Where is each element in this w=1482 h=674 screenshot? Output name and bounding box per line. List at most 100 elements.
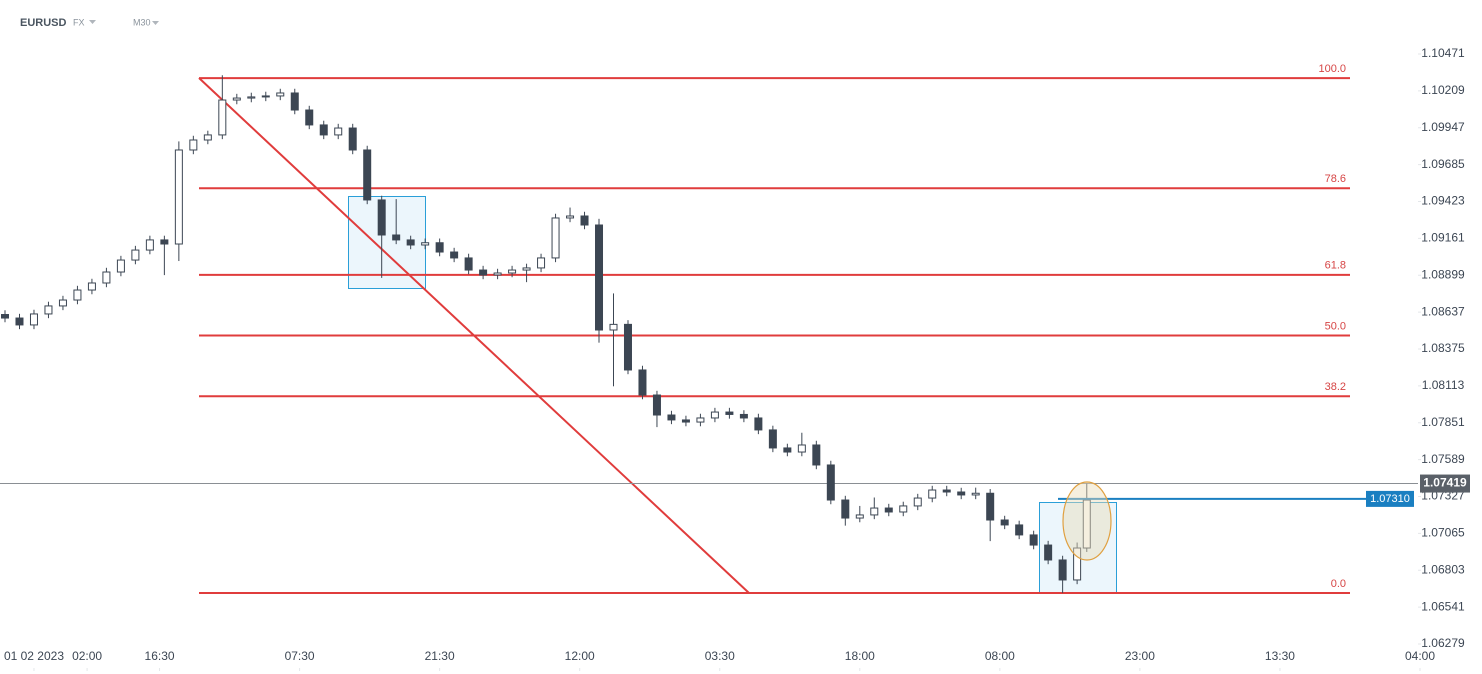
candle-body xyxy=(537,257,546,269)
candle-body xyxy=(667,414,676,421)
highlight-ellipse xyxy=(1062,481,1112,561)
y-tick-label: 1.09947 xyxy=(1421,120,1465,134)
candle-body xyxy=(696,417,705,423)
last-price-box xyxy=(1420,474,1470,493)
y-tick-label: 1.07589 xyxy=(1421,452,1465,466)
fib-label: 38.2 xyxy=(1325,381,1346,393)
candle-body xyxy=(986,492,995,521)
candle-body xyxy=(406,239,415,246)
candle-body xyxy=(1058,559,1067,581)
candle-body xyxy=(29,313,38,326)
candle-body xyxy=(203,134,212,141)
candle-body xyxy=(928,489,937,499)
candle-body xyxy=(783,447,792,453)
x-tick-label: 23:00 xyxy=(1125,649,1155,663)
candle-body xyxy=(363,149,372,201)
candle-body xyxy=(957,491,966,496)
y-tick-label: 1.09161 xyxy=(1421,231,1465,245)
candle-body xyxy=(1082,499,1091,549)
candle-body xyxy=(855,514,864,519)
y-tick-label: 1.08637 xyxy=(1421,304,1465,318)
candle-body xyxy=(754,417,763,431)
candle-body xyxy=(971,492,980,496)
x-tick-label: 16:30 xyxy=(145,649,175,663)
y-tick-label: 1.08375 xyxy=(1421,341,1465,355)
candle-body xyxy=(580,215,589,226)
candle-body xyxy=(899,505,908,513)
candle-body xyxy=(58,299,67,307)
candle-body xyxy=(623,323,632,371)
y-tick-label: 1.10471 xyxy=(1421,46,1465,60)
candle-body xyxy=(435,242,444,253)
candle-body xyxy=(638,369,647,396)
y-tick-label: 1.06279 xyxy=(1421,636,1465,650)
x-tick-label: 18:00 xyxy=(845,649,875,663)
candle-body xyxy=(870,507,879,516)
candle-body xyxy=(174,149,183,245)
x-tick-label: 02:00 xyxy=(72,649,102,663)
x-tick-label: 13:30 xyxy=(1265,649,1295,663)
y-tick-label: 1.07065 xyxy=(1421,526,1465,540)
x-tick-label: 07:30 xyxy=(285,649,315,663)
market: FX xyxy=(73,17,85,27)
candle-body xyxy=(508,269,517,274)
candle-body xyxy=(261,95,270,98)
y-tick-label: 1.08113 xyxy=(1422,378,1465,392)
y-tick-label: 1.07851 xyxy=(1421,415,1465,429)
dropdown-icon[interactable] xyxy=(89,20,96,24)
candle-body xyxy=(15,317,24,326)
candle-body xyxy=(884,507,893,513)
candle-body xyxy=(421,242,430,246)
candle-body xyxy=(160,239,169,245)
candle-body xyxy=(812,444,821,466)
candle-body xyxy=(290,92,299,111)
candle-body xyxy=(1015,524,1024,536)
candle-body xyxy=(73,289,82,301)
candle-body xyxy=(725,411,734,415)
candle-body xyxy=(566,215,575,219)
y-tick-label: 1.06803 xyxy=(1421,562,1465,576)
candle-body xyxy=(595,224,604,331)
candle-body xyxy=(44,305,53,315)
fib-label: 78.6 xyxy=(1325,173,1346,185)
candle-body xyxy=(479,269,488,276)
candle-body xyxy=(913,497,922,507)
candle-body xyxy=(116,259,125,273)
candle-body xyxy=(942,489,951,493)
candle-body xyxy=(797,444,806,453)
candle-body xyxy=(681,419,690,423)
fib-label: 100.0 xyxy=(1318,63,1346,75)
fib-label: 61.8 xyxy=(1325,260,1346,272)
y-tick-label: 1.09685 xyxy=(1421,157,1465,171)
last-price-label: 1.07419 xyxy=(1423,476,1467,490)
candle-body xyxy=(652,394,661,416)
candle-body xyxy=(334,127,343,136)
dropdown-icon[interactable] xyxy=(152,21,159,25)
x-tick-label: 03:30 xyxy=(705,649,735,663)
candle-body xyxy=(768,429,777,449)
symbol: EURUSD xyxy=(20,17,67,29)
candle-body xyxy=(319,124,328,136)
timeframe[interactable]: M30 xyxy=(133,17,151,27)
candle-body xyxy=(87,282,96,291)
candle-body xyxy=(493,272,502,276)
candle-body xyxy=(392,234,401,241)
x-tick-label: 04:00 xyxy=(1405,649,1435,663)
x-tick-label: 08:00 xyxy=(985,649,1015,663)
candle-body xyxy=(1029,534,1038,546)
candle-body xyxy=(826,464,835,501)
order-label-box xyxy=(1366,490,1414,507)
y-tick-label: 1.09423 xyxy=(1421,194,1465,208)
candle-body xyxy=(247,96,256,99)
order-label: 1.07310 xyxy=(1370,493,1410,505)
fib-label: 50.0 xyxy=(1325,320,1346,332)
candle-body xyxy=(1044,544,1053,561)
candle-body xyxy=(218,99,227,136)
candle-body xyxy=(131,249,140,261)
candle-body xyxy=(450,251,459,259)
candle-body xyxy=(1,314,9,319)
candle-body xyxy=(841,499,850,519)
x-tick-label: 12:00 xyxy=(565,649,595,663)
candle-body xyxy=(145,239,154,251)
